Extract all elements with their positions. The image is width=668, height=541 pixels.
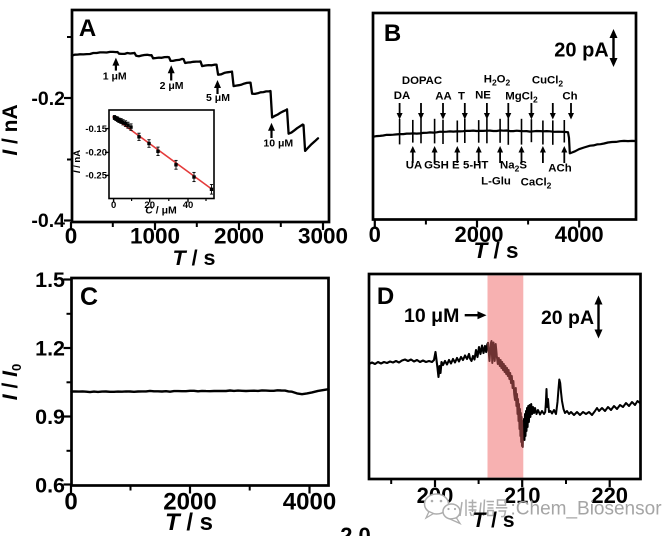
svg-text:GSH: GSH bbox=[424, 160, 449, 172]
svg-text:20 pA: 20 pA bbox=[541, 307, 594, 329]
svg-text:AA: AA bbox=[435, 91, 451, 103]
svg-text:4000: 4000 bbox=[283, 489, 336, 516]
svg-text:2000: 2000 bbox=[163, 489, 216, 516]
svg-text:220: 220 bbox=[591, 483, 628, 508]
svg-text:0: 0 bbox=[64, 489, 77, 516]
svg-text:-0.15: -0.15 bbox=[85, 124, 107, 135]
svg-text:2000: 2000 bbox=[455, 222, 504, 247]
svg-text:NE: NE bbox=[475, 90, 491, 102]
svg-text:2.0: 2.0 bbox=[340, 523, 371, 536]
svg-text:1000: 1000 bbox=[130, 224, 180, 249]
svg-text:-0.20: -0.20 bbox=[85, 148, 107, 159]
svg-text:1.5: 1.5 bbox=[35, 268, 65, 292]
svg-text:-0.2: -0.2 bbox=[31, 88, 65, 110]
svg-text:2000: 2000 bbox=[214, 224, 264, 249]
svg-text:210: 210 bbox=[504, 483, 541, 508]
svg-text:0.6: 0.6 bbox=[35, 474, 65, 498]
svg-text:ACh: ACh bbox=[548, 163, 571, 175]
svg-text:-0.4: -0.4 bbox=[31, 210, 65, 232]
svg-text:1.2: 1.2 bbox=[35, 337, 65, 361]
svg-text:E: E bbox=[452, 160, 460, 172]
svg-text:T / s: T / s bbox=[473, 238, 518, 263]
svg-text::Chem_Biosensor: :Chem_Biosensor bbox=[511, 499, 663, 520]
svg-text:5-HT: 5-HT bbox=[463, 160, 488, 172]
svg-text:L-Glu: L-Glu bbox=[481, 176, 511, 188]
svg-text:0: 0 bbox=[369, 222, 381, 247]
svg-text:1 μM: 1 μM bbox=[103, 70, 127, 82]
svg-text:B: B bbox=[384, 20, 401, 47]
svg-text:40: 40 bbox=[183, 200, 194, 211]
svg-text:DOPAC: DOPAC bbox=[402, 75, 442, 87]
svg-text:I / nA: I / nA bbox=[0, 104, 22, 155]
svg-text:T / s: T / s bbox=[472, 509, 514, 532]
svg-text:20: 20 bbox=[144, 200, 155, 211]
svg-text:T / s: T / s bbox=[165, 509, 213, 536]
svg-text:Ch: Ch bbox=[562, 91, 577, 103]
svg-text:I / nA: I / nA bbox=[72, 150, 83, 173]
svg-text:0.9: 0.9 bbox=[35, 405, 65, 429]
svg-text:CaCl2: CaCl2 bbox=[521, 177, 552, 191]
svg-text:0: 0 bbox=[111, 200, 116, 211]
svg-text:UA: UA bbox=[406, 160, 422, 172]
svg-text:T: T bbox=[458, 91, 465, 103]
svg-text:5 μM: 5 μM bbox=[206, 92, 230, 104]
svg-text:2 μM: 2 μM bbox=[160, 80, 184, 92]
svg-text:C / μM: C / μM bbox=[145, 205, 177, 217]
svg-text:3000: 3000 bbox=[298, 224, 348, 249]
svg-text:20 pA: 20 pA bbox=[554, 40, 608, 62]
svg-text:H2O2: H2O2 bbox=[484, 74, 511, 88]
svg-text:T / s: T / s bbox=[172, 246, 215, 270]
svg-text:10 μM: 10 μM bbox=[404, 305, 459, 327]
svg-text:CuCl2: CuCl2 bbox=[532, 75, 564, 89]
svg-text:DA: DA bbox=[394, 90, 410, 102]
svg-text:MgCl2: MgCl2 bbox=[505, 91, 538, 105]
svg-text:D: D bbox=[377, 283, 394, 310]
svg-text:4000: 4000 bbox=[555, 222, 604, 247]
svg-text:0: 0 bbox=[65, 224, 78, 249]
svg-text:10 μM: 10 μM bbox=[263, 138, 293, 150]
svg-text:-0.25: -0.25 bbox=[85, 171, 107, 182]
svg-text:C: C bbox=[80, 283, 98, 311]
svg-text:Na2S: Na2S bbox=[500, 160, 527, 174]
svg-text:A: A bbox=[79, 15, 96, 42]
